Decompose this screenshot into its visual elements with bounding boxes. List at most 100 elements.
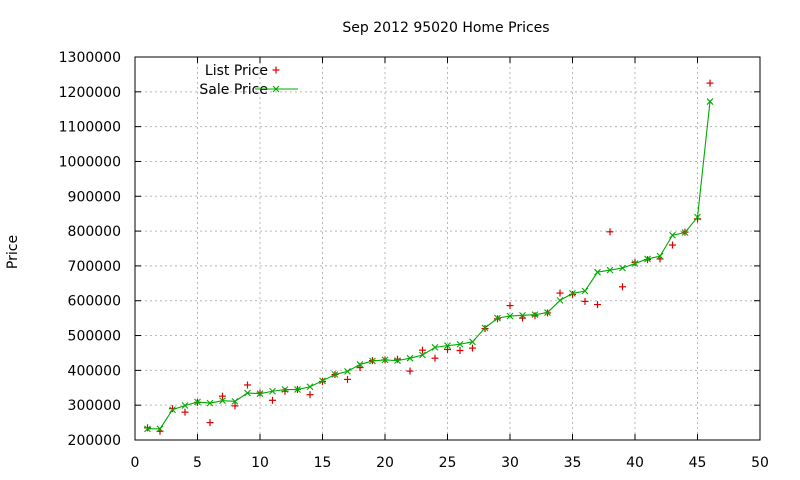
list-price-point [356,364,364,372]
y-tick-label: 1200000 [59,85,121,101]
legend-label: List Price [205,63,268,79]
sale-price-point [219,397,226,405]
y-tick-label: 400000 [68,363,121,379]
sale-price-point [294,386,301,393]
sale-price-point [569,290,576,297]
list-price-point [206,419,214,427]
x-tick-label: 20 [376,455,394,471]
list-price-point [181,408,189,416]
list-price-point [444,345,451,353]
y-tick-label: 900000 [68,189,121,205]
list-price-point [144,424,151,432]
sale-price-point [481,324,489,332]
sale-price-point [456,340,464,348]
sale-price-point [681,229,689,236]
axes-layer [134,56,761,441]
sale-price-point [281,386,289,393]
list-price-point [431,354,439,362]
labels-layer: 0 5 10 15 20 25 30 35 40 45 50 200000 300000 400000 50… [5,20,769,471]
sale-price-point [306,383,314,391]
list-price-point [394,355,401,363]
y-tick-label: 1000000 [59,154,121,170]
sale-price-point [256,390,264,398]
sale-price-point [369,357,376,365]
sale-price-point [544,309,551,316]
x-tick-label: 15 [314,455,332,471]
legend-label: Sale Price [199,82,268,98]
sale-price-point [244,389,251,397]
sale-price-point [331,371,339,378]
sale-price-point [606,266,614,274]
sale-price-point [706,98,714,105]
sale-price-point [519,311,526,319]
list-price-point [269,396,276,404]
grid-layer [135,57,760,440]
sale-price-point [644,255,651,263]
series-layer [144,79,714,435]
sale-price-point [344,368,351,375]
sale-price-point [556,296,564,304]
sale-price-point [194,398,201,406]
list-price-point [456,347,464,355]
sale-price-point [144,425,151,433]
legend-layer: List Price Sale Price [199,63,298,98]
list-price-point [469,344,476,352]
sale-price-point [269,387,276,395]
sale-price-point [669,231,676,239]
sale-price-point [356,361,364,368]
y-tick-label: 800000 [68,224,121,240]
sale-price-point [181,402,189,409]
sale-price-point [319,377,326,385]
x-tick-label: 40 [626,455,644,471]
sale-price-point [206,399,214,407]
sale-price-point [619,264,626,272]
sale-price-point [169,406,176,414]
sale-price-point [406,354,414,362]
y-tick-label: 200000 [68,433,121,449]
list-price-point [419,346,426,354]
y-tick-label: 700000 [68,259,121,275]
sale-price-point [694,213,701,221]
legend-sale-price-marker [272,85,280,93]
sale-price-point [594,268,601,276]
sale-price-point [469,338,476,346]
sale-price-point [156,425,164,433]
legend-list-price-marker [272,66,280,74]
list-price-point [306,391,314,399]
list-price-point [606,228,614,236]
sale-price-line [147,101,711,430]
sale-price-point [231,397,239,405]
list-price-point [406,367,414,375]
sale-price-point [419,351,426,359]
y-tick-label: 300000 [68,398,121,414]
sale-price-point [431,343,439,351]
x-tick-label: 10 [251,455,269,471]
sale-price-point [631,260,639,267]
list-price-point [556,289,564,297]
x-tick-label: 5 [193,455,202,471]
x-tick-label: 30 [501,455,519,471]
chart-title: Sep 2012 95020 Home Prices [342,20,549,36]
x-tick-label: 25 [439,455,457,471]
x-tick-label: 45 [689,455,707,471]
list-price-point [219,392,226,400]
y-tick-label: 500000 [68,329,121,345]
list-price-point [581,297,589,305]
list-price-point [531,312,539,320]
list-price-point [506,302,514,310]
list-price-point [706,79,714,87]
list-price-point [244,381,251,389]
sale-price-point [506,312,514,320]
sale-price-point [531,311,539,319]
list-price-point [344,375,351,383]
list-price-point [594,301,601,309]
sale-price-point [656,252,664,260]
y-tick-label: 600000 [68,294,121,310]
sale-price-point [381,356,389,364]
y-axis-label: Price [5,235,21,269]
list-price-point [669,241,676,249]
y-tick-label: 1300000 [59,50,121,66]
x-tick-label: 35 [564,455,582,471]
